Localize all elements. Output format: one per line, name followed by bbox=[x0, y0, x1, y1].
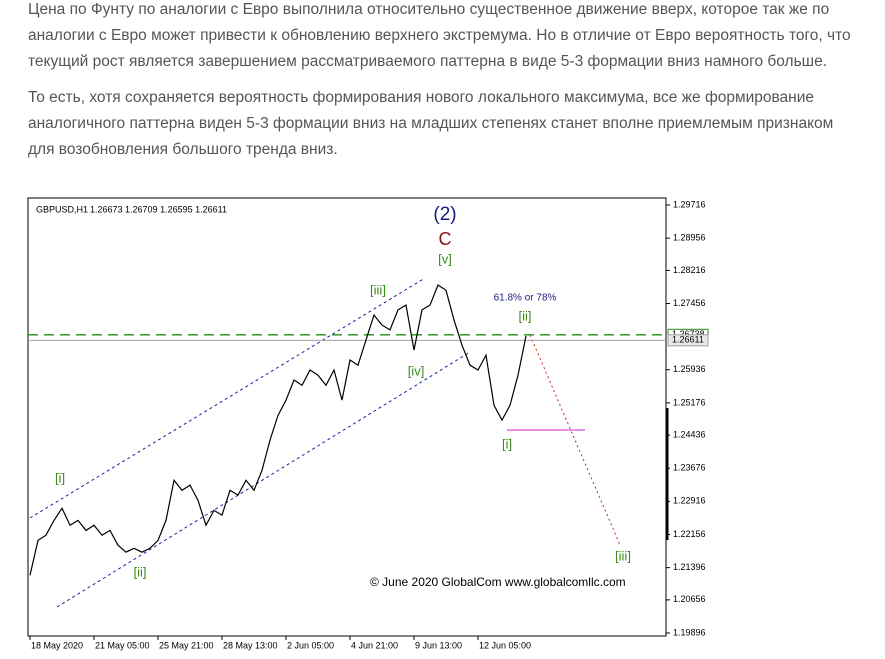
channel-line bbox=[56, 351, 471, 608]
wave-label: [v] bbox=[438, 251, 452, 266]
wave-label: [iii] bbox=[615, 548, 631, 563]
x-tick-label: 12 Jun 05:00 bbox=[479, 640, 531, 650]
channel-line bbox=[29, 277, 426, 519]
plot-frame bbox=[27, 197, 667, 637]
y-tick-label: 1.21396 bbox=[673, 562, 706, 572]
x-tick-label: 18 May 2020 bbox=[31, 640, 83, 650]
y-tick-label: 1.22156 bbox=[673, 529, 706, 539]
y-tick-label: 1.20656 bbox=[673, 594, 706, 604]
wave-label: C bbox=[439, 229, 452, 249]
wave-label: [ii] bbox=[519, 308, 532, 323]
wave-label: 61.8% or 78% bbox=[494, 293, 557, 304]
symbol: GBPUSD,H1 bbox=[36, 204, 88, 214]
wave-label: [iii] bbox=[370, 282, 386, 297]
paragraph: То есть, хотя сохраняется вероятность фо… bbox=[28, 89, 834, 158]
y-tick-label: 1.19896 bbox=[673, 627, 706, 637]
x-tick-label: 9 Jun 13:00 bbox=[415, 640, 462, 650]
x-tick-label: 2 Jun 05:00 bbox=[287, 640, 334, 650]
price-label: 1.26738 bbox=[672, 329, 705, 339]
price-label: 1.26611 bbox=[672, 335, 704, 345]
y-tick-label: 1.25176 bbox=[673, 397, 706, 407]
wave-label: (2) bbox=[433, 204, 456, 225]
wave-label: [i] bbox=[55, 470, 65, 485]
x-tick-label: 21 May 05:00 bbox=[95, 640, 150, 650]
wave-label: [ii] bbox=[134, 564, 147, 579]
y-tick-label: 1.23676 bbox=[673, 463, 706, 473]
y-tick-label: 1.28216 bbox=[673, 265, 706, 275]
ohlc: 1.26673 1.26709 1.26595 1.26611 bbox=[90, 204, 227, 214]
x-tick-label: 28 May 13:00 bbox=[223, 640, 278, 650]
y-tick-label: 1.27456 bbox=[673, 298, 706, 308]
price-line bbox=[29, 284, 527, 576]
article-text: Цена по Фунту по аналогии с Евро выполни… bbox=[28, 0, 858, 173]
paragraph: Цена по Фунту по аналогии с Евро выполни… bbox=[28, 1, 851, 70]
y-tick-label: 1.29716 bbox=[673, 199, 706, 209]
x-tick-label: 4 Jun 21:00 bbox=[351, 640, 398, 650]
y-tick-label: 1.25936 bbox=[673, 364, 706, 374]
y-tick-label: 1.24436 bbox=[673, 430, 706, 440]
y-tick-label: 1.22916 bbox=[673, 496, 706, 506]
wave-label: [i] bbox=[502, 436, 512, 451]
x-tick-label: 25 May 21:00 bbox=[159, 640, 214, 650]
y-tick-label: 1.28956 bbox=[673, 233, 706, 243]
forecast-line bbox=[529, 334, 621, 546]
price-box bbox=[667, 334, 709, 347]
watermark: © June 2020 GlobalCom www.globalcomllc.c… bbox=[370, 575, 626, 589]
wave-label: [iv] bbox=[408, 363, 425, 378]
